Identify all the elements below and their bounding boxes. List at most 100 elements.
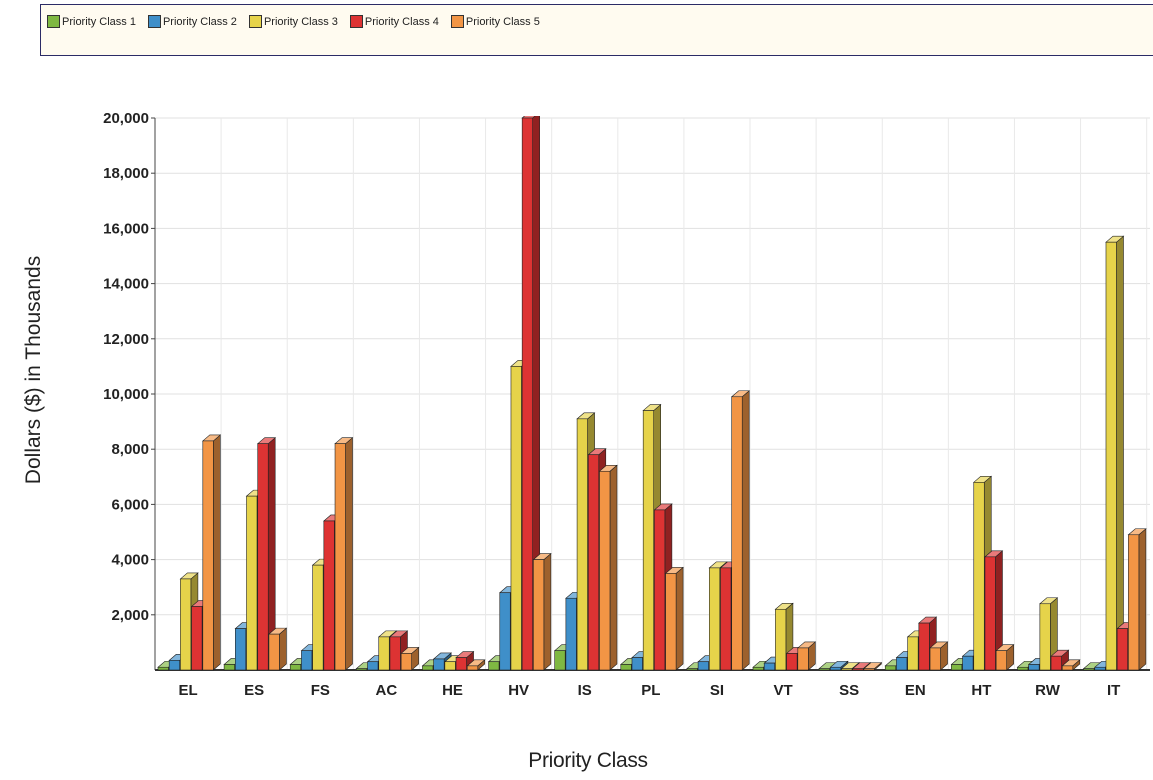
bar-front — [631, 657, 643, 671]
bar-front — [268, 633, 280, 671]
bar-front — [884, 665, 897, 671]
x-tick-label: SI — [710, 682, 724, 699]
bar-front — [863, 668, 875, 671]
bar-side — [1116, 235, 1124, 671]
x-tick-label: RW — [1035, 682, 1061, 699]
legend-swatch — [147, 15, 161, 28]
x-axis-label: Priority Class — [528, 749, 648, 772]
bar-front — [709, 567, 721, 671]
bars — [157, 116, 1147, 671]
bar-front — [466, 665, 479, 671]
bar — [466, 659, 486, 671]
legend: Priority Class 1 Priority Class 2 Priority… — [40, 4, 1153, 56]
y-tick-label: 10,000 — [103, 386, 149, 403]
bar-front — [510, 366, 522, 671]
bar-front — [797, 647, 809, 671]
bar-front — [576, 418, 588, 671]
bar-front — [235, 628, 247, 671]
x-tick-label: HE — [442, 682, 463, 699]
bar-front — [433, 658, 445, 671]
legend-swatch — [47, 15, 60, 28]
bar-front — [995, 650, 1007, 671]
bar-front — [554, 650, 566, 671]
y-tick-label: 6,000 — [111, 496, 149, 513]
bar-front — [973, 482, 985, 671]
bar — [797, 641, 817, 671]
bar-front — [1017, 666, 1029, 671]
y-tick-label: 18,000 — [103, 165, 149, 182]
x-tick-label: IS — [578, 682, 592, 699]
bar — [201, 434, 222, 671]
bar-front — [378, 636, 390, 671]
bar-front — [1094, 666, 1106, 671]
x-tick-label: SS — [839, 682, 859, 699]
legend-entry: Priority Class 1 — [47, 15, 136, 28]
bar-front — [841, 668, 853, 671]
bar-front — [951, 664, 963, 671]
bar — [400, 646, 420, 671]
bar-front — [720, 567, 732, 671]
bar — [1061, 659, 1081, 671]
bar-front — [786, 653, 798, 671]
bar-side — [675, 566, 684, 671]
bar — [1105, 235, 1125, 671]
bar-front — [323, 520, 335, 671]
bar-front — [389, 636, 401, 671]
legend-label: Priority Class 2 — [162, 15, 237, 28]
bar-front — [246, 495, 258, 671]
bar-side — [345, 437, 353, 671]
bar-front — [642, 410, 654, 671]
bar-front — [665, 573, 677, 671]
bar-front — [521, 117, 533, 671]
bar-front — [763, 662, 776, 671]
bar — [863, 661, 883, 671]
bar-front — [697, 661, 709, 671]
bar-front — [565, 597, 577, 671]
bar-front — [191, 606, 203, 671]
legend-swatch — [450, 15, 464, 28]
bar-side — [741, 390, 750, 671]
bar-front — [1028, 664, 1040, 671]
bar-side — [609, 464, 618, 671]
legend-label: Priority Class 3 — [263, 15, 338, 28]
bar-side — [279, 627, 287, 671]
legend-items: Priority Class 1 Priority Class 2 Priority… — [47, 15, 552, 28]
bar-front — [1061, 665, 1074, 671]
bar-front — [907, 636, 919, 671]
y-axis-label: Dollars ($) in Thousands — [22, 255, 45, 485]
bar-front — [455, 657, 467, 671]
bar-front — [444, 661, 456, 671]
bar-front — [533, 559, 545, 671]
legend-label: Priority Class 1 — [62, 15, 136, 28]
bar-front — [918, 622, 930, 671]
bar-front — [620, 664, 632, 671]
y-tick-label: 20,000 — [103, 110, 149, 127]
bar-front — [686, 668, 698, 671]
x-tick-label: HV — [508, 682, 529, 699]
bar — [1127, 528, 1147, 671]
bar-front — [180, 578, 192, 671]
legend-label: Priority Class 4 — [364, 15, 439, 28]
bar-front — [929, 647, 941, 671]
bar-front — [731, 396, 743, 671]
bar-front — [1105, 241, 1117, 671]
bar-front — [962, 655, 974, 671]
bar-front — [1039, 603, 1051, 671]
bar-front — [157, 666, 169, 671]
bar-front — [818, 668, 830, 671]
legend-entry: Priority Class 3 — [248, 15, 338, 28]
bar-front — [752, 666, 764, 671]
bar-front — [422, 665, 434, 671]
bar-front — [599, 470, 611, 671]
bar-front — [896, 657, 908, 671]
bar — [256, 437, 277, 671]
x-tick-label: VT — [773, 682, 792, 699]
y-tick-label: 16,000 — [103, 220, 149, 237]
y-tick-label: 4,000 — [111, 552, 149, 569]
bar-side — [543, 552, 552, 671]
legend-label: Priority Class 5 — [465, 15, 540, 28]
bar-front — [775, 608, 787, 671]
bar-front — [830, 666, 842, 671]
bar — [995, 644, 1015, 671]
